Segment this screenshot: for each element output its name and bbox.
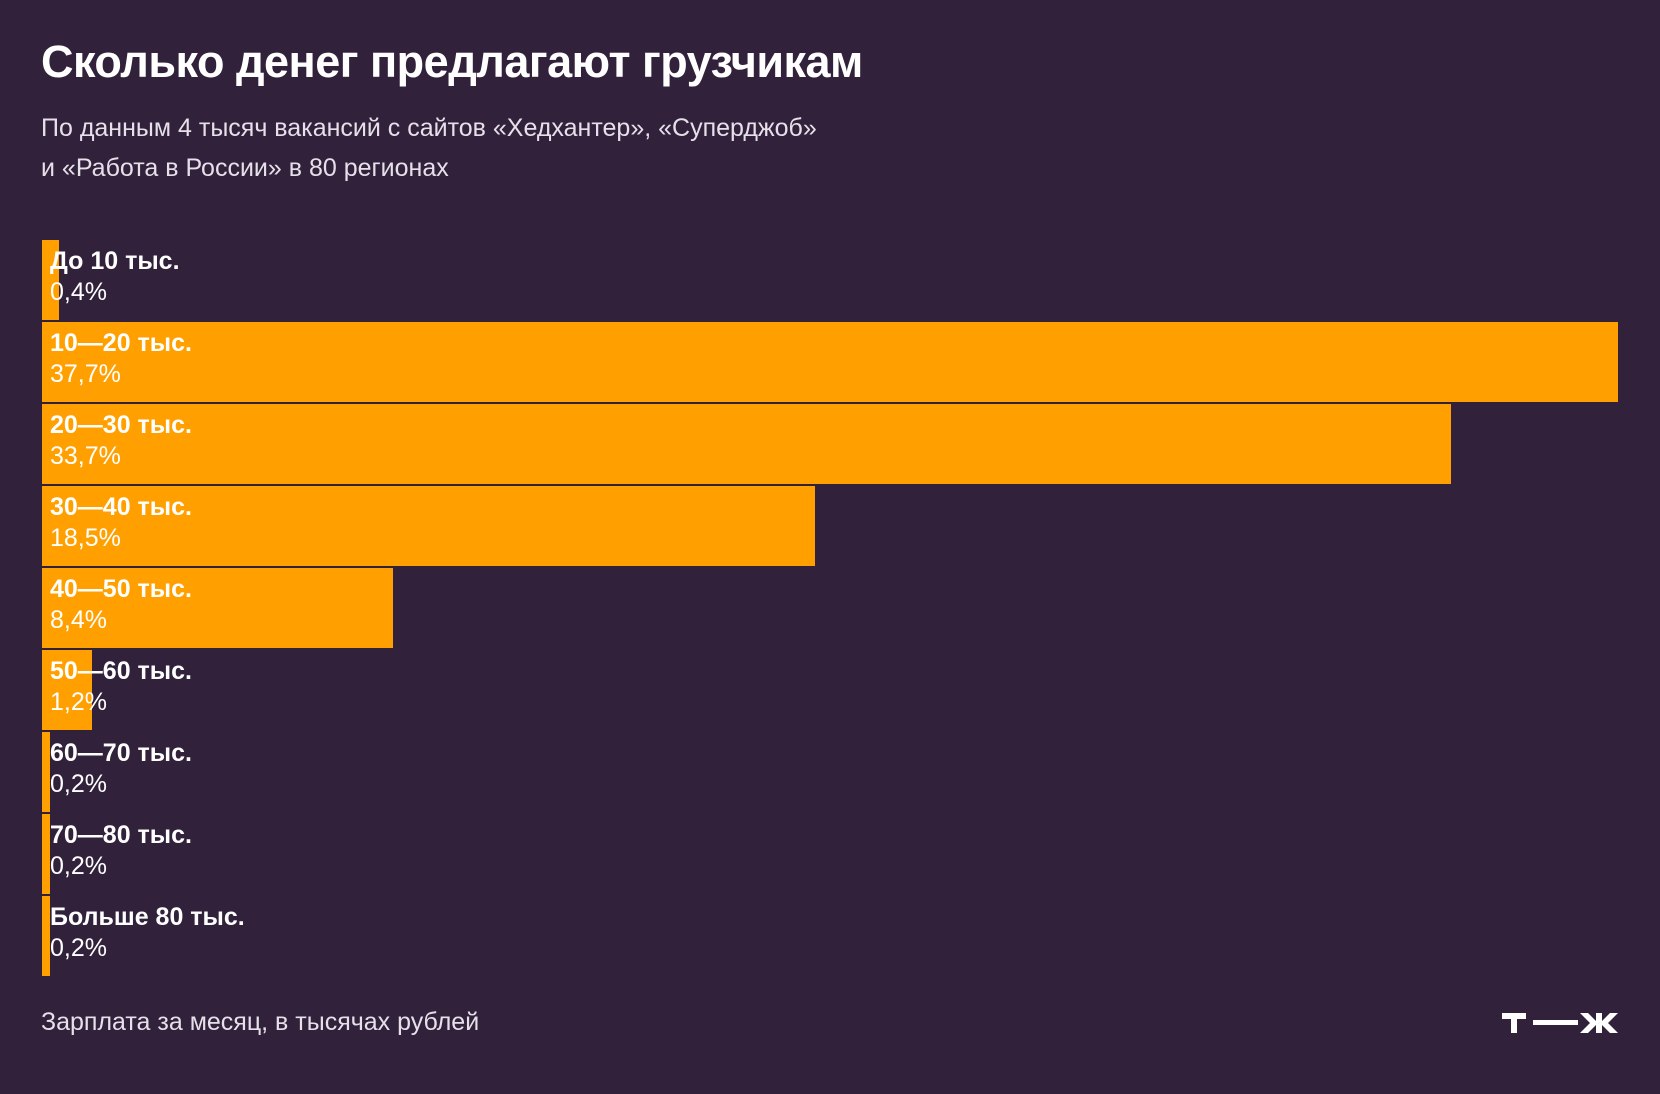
category-label: 40—50 тыс. <box>50 575 193 603</box>
bar-row: 30—40 тыс. 18,5% <box>42 486 1622 566</box>
bar-row: 60—70 тыс. 0,2% <box>42 732 1622 812</box>
value-label: 0,4% <box>50 278 107 306</box>
subtitle-line-2: и «Работа в России» в 80 регионах <box>41 154 449 182</box>
category-label: 50—60 тыс. <box>50 657 193 685</box>
bar-row: 40—50 тыс. 8,4% <box>42 568 1622 648</box>
x-axis-label: Зарплата за месяц, в тысячах рублей <box>41 1008 480 1036</box>
bar-row: 70—80 тыс. 0,2% <box>42 814 1622 894</box>
category-label: До 10 тыс. <box>50 247 180 275</box>
bar <box>42 568 394 648</box>
value-label: 37,7% <box>50 360 121 388</box>
category-label: 70—80 тыс. <box>50 821 193 849</box>
bar <box>42 486 816 566</box>
subtitle-line-1: По данным 4 тысяч вакансий с сайтов «Хед… <box>41 114 817 142</box>
bar-chart: До 10 тыс. 0,4% 10—20 тыс. 37,7% 20—30 тыс. 3… <box>42 240 1622 978</box>
bar-row: 10—20 тыс. 37,7% <box>42 322 1622 402</box>
category-label: 30—40 тыс. <box>50 493 193 521</box>
category-label: Больше 80 тыс. <box>50 903 245 931</box>
tzh-logo <box>1502 1013 1618 1033</box>
bar <box>42 240 59 320</box>
value-label: 1,2% <box>50 688 107 716</box>
chart-title: Сколько денег предлагают грузчикам <box>41 36 863 87</box>
value-label: 8,4% <box>50 606 107 634</box>
bar <box>42 322 1618 402</box>
value-label: 0,2% <box>50 934 107 962</box>
category-label: 60—70 тыс. <box>50 739 193 767</box>
chart-subtitle: По данным 4 тысяч вакансий с сайтов «Хед… <box>41 108 817 188</box>
bar <box>42 404 1451 484</box>
bar <box>42 650 93 730</box>
category-label: 10—20 тыс. <box>50 329 193 357</box>
bar-row: 20—30 тыс. 33,7% <box>42 404 1622 484</box>
bar <box>42 814 51 894</box>
bar-row: 50—60 тыс. 1,2% <box>42 650 1622 730</box>
bar <box>42 896 51 976</box>
category-label: 20—30 тыс. <box>50 411 193 439</box>
bar <box>42 732 51 812</box>
value-label: 33,7% <box>50 442 121 470</box>
bar-row: Больше 80 тыс. 0,2% <box>42 896 1622 976</box>
value-label: 0,2% <box>50 852 107 880</box>
value-label: 0,2% <box>50 770 107 798</box>
bar-row: До 10 тыс. 0,4% <box>42 240 1622 320</box>
value-label: 18,5% <box>50 524 121 552</box>
